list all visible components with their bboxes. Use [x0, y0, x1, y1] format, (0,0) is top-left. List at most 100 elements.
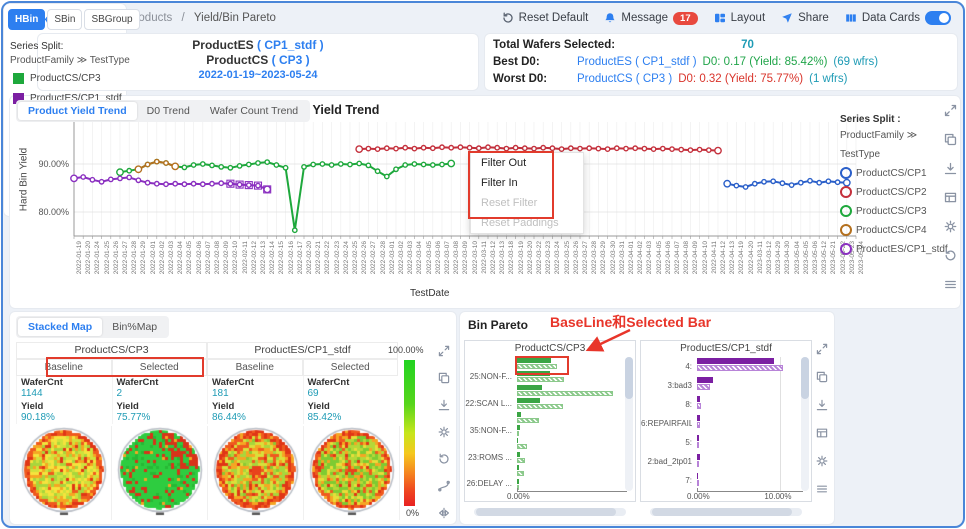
selected-bar[interactable]	[697, 460, 700, 467]
baseline-bar[interactable]	[517, 425, 521, 430]
baseline-bar[interactable]	[517, 384, 542, 390]
baseline-bar[interactable]	[697, 472, 698, 479]
download-button[interactable]	[438, 398, 450, 416]
pareto-vscrollbar[interactable]	[625, 357, 633, 491]
message-button[interactable]: Message 17	[604, 11, 698, 25]
tab-bin-map[interactable]: Bin%Map	[112, 321, 158, 333]
table-button[interactable]	[816, 426, 828, 444]
legend-item-productes-cp1-stdf[interactable]: ProductES/CP1_stdf	[840, 243, 948, 255]
selected-bar[interactable]	[517, 377, 564, 383]
gear-button[interactable]	[944, 220, 957, 238]
selected-bar[interactable]	[697, 441, 699, 448]
menu-item-filter-out[interactable]: Filter Out	[481, 157, 527, 169]
x-tick-label: 2022-01-19	[76, 241, 83, 275]
selected-bar[interactable]	[697, 384, 711, 391]
baseline-bar[interactable]	[517, 358, 551, 363]
best-d0-row: Best D0: ProductES ( CP1_stdf ) D0: 0.17 (…	[493, 56, 879, 68]
data-cards-toggle[interactable]: Data Cards	[845, 11, 951, 25]
copy-button[interactable]	[944, 133, 957, 151]
baseline-bar[interactable]	[697, 415, 700, 422]
baseline-bar[interactable]	[517, 371, 550, 377]
tab-product-yield-trend[interactable]: Product Yield Trend	[18, 102, 137, 120]
x-tick-label: 2022-02-07	[204, 241, 212, 275]
baseline-bar[interactable]	[697, 434, 699, 441]
copy-button[interactable]	[438, 371, 450, 389]
stack-button[interactable]	[438, 479, 450, 497]
selected-bar[interactable]	[517, 444, 528, 450]
baseline-bar[interactable]	[517, 438, 519, 444]
pareto1-hscrollbar[interactable]	[474, 508, 626, 516]
download-button[interactable]	[816, 398, 828, 416]
gear-icon	[816, 455, 828, 467]
selected-bar[interactable]	[517, 390, 614, 396]
button-hbin[interactable]: HBin	[8, 9, 46, 30]
x-tick-label: 2022-02-01	[149, 241, 157, 275]
selected-bar[interactable]	[517, 484, 519, 490]
selected-bar[interactable]	[517, 471, 525, 477]
pareto2-hscrollbar[interactable]	[650, 508, 802, 516]
baseline-bar[interactable]	[517, 465, 519, 471]
pareto-category-label: 5:	[685, 438, 692, 448]
tab-wafer-count-trend[interactable]: Wafer Count Trend	[209, 105, 299, 117]
refresh-button[interactable]	[944, 249, 957, 267]
wafer-map-3	[208, 426, 304, 520]
tab-d0-trend[interactable]: D0 Trend	[146, 105, 190, 117]
baseline-bar[interactable]	[517, 451, 520, 457]
x-tick-label: 2023-04-29	[775, 241, 783, 275]
selected-bar[interactable]	[697, 365, 783, 371]
series-split-primary[interactable]: ProductFamily ≫	[840, 130, 918, 141]
baseline-bar[interactable]	[697, 377, 713, 384]
button-sbin[interactable]: SBin	[47, 9, 83, 30]
chevron-right-icon: ≫	[906, 130, 918, 141]
baseline-bar[interactable]	[517, 411, 521, 417]
pareto-chart-cs-cp3[interactable]: ProductCS/CP3 25:NON-F... 22:SCAN L... 35:N…	[464, 340, 636, 502]
reset-default-button[interactable]: Reset Default	[502, 12, 588, 24]
selected-bar[interactable]	[517, 417, 540, 423]
legend-item-productcs-cp1[interactable]: ProductCS/CP1	[840, 167, 946, 179]
table-icon	[816, 428, 828, 438]
selected-bar[interactable]	[517, 364, 558, 369]
refresh-button[interactable]	[438, 452, 450, 470]
legend-item-productcs-cp3[interactable]: ProductCS/CP3	[13, 73, 101, 84]
table-button[interactable]	[944, 191, 957, 209]
legend-item-productes-cp1-stdf[interactable]: ProductES/CP1_stdf	[13, 93, 122, 104]
tab-stacked-map[interactable]: Stacked Map	[18, 318, 103, 336]
x-tick-label: 2022-02-27	[370, 241, 378, 275]
button-sbgroup[interactable]: SBGroup	[84, 9, 140, 30]
copy-button[interactable]	[816, 370, 828, 388]
selected-bar[interactable]	[517, 431, 519, 436]
legend-label: ProductCS/CP2	[856, 186, 927, 198]
expand-button[interactable]	[438, 344, 450, 362]
pareto-chart-es-cp1stdf[interactable]: ProductES/CP1_stdf 4: 3:bad3 8: 6:REPAIRFAIL…	[640, 340, 812, 502]
layout-button[interactable]: Layout	[714, 12, 765, 24]
list-button[interactable]	[944, 278, 957, 296]
trend-chart[interactable]: 90.00% 80.00%	[10, 96, 960, 313]
baseline-bar[interactable]	[697, 453, 700, 460]
toggle-switch[interactable]	[925, 11, 951, 25]
baseline-bar[interactable]	[517, 478, 520, 484]
gear-button[interactable]	[816, 454, 828, 472]
selected-bar[interactable]	[697, 479, 699, 486]
expand-button[interactable]	[944, 104, 957, 122]
selected-bar[interactable]	[517, 457, 525, 463]
selected-bar[interactable]	[697, 422, 700, 429]
selected-bar[interactable]	[517, 404, 563, 410]
legend-item-productcs-cp4[interactable]: ProductCS/CP4	[840, 224, 946, 236]
selected-bar[interactable]	[697, 403, 701, 410]
list-button[interactable]	[816, 482, 828, 500]
baseline-bar[interactable]	[697, 358, 774, 364]
baseline-bar[interactable]	[697, 396, 701, 403]
gear-button[interactable]	[438, 425, 450, 443]
x-tick-label: 2022-02-14	[269, 241, 277, 275]
baseline-bar[interactable]	[517, 398, 541, 404]
legend-item-productcs-cp2[interactable]: ProductCS/CP2	[840, 186, 946, 198]
share-button[interactable]: Share	[781, 12, 829, 24]
expand-button[interactable]	[816, 342, 828, 360]
mirror-button[interactable]	[438, 506, 450, 524]
pareto-vscrollbar[interactable]	[801, 357, 809, 491]
x-tick-label: 2022-04-11	[710, 241, 718, 274]
legend-item-productcs-cp3[interactable]: ProductCS/CP3	[840, 205, 946, 217]
series-split-secondary[interactable]: TestType	[840, 149, 881, 160]
download-button[interactable]	[944, 162, 957, 180]
menu-item-filter-in[interactable]: Filter In	[481, 177, 518, 189]
